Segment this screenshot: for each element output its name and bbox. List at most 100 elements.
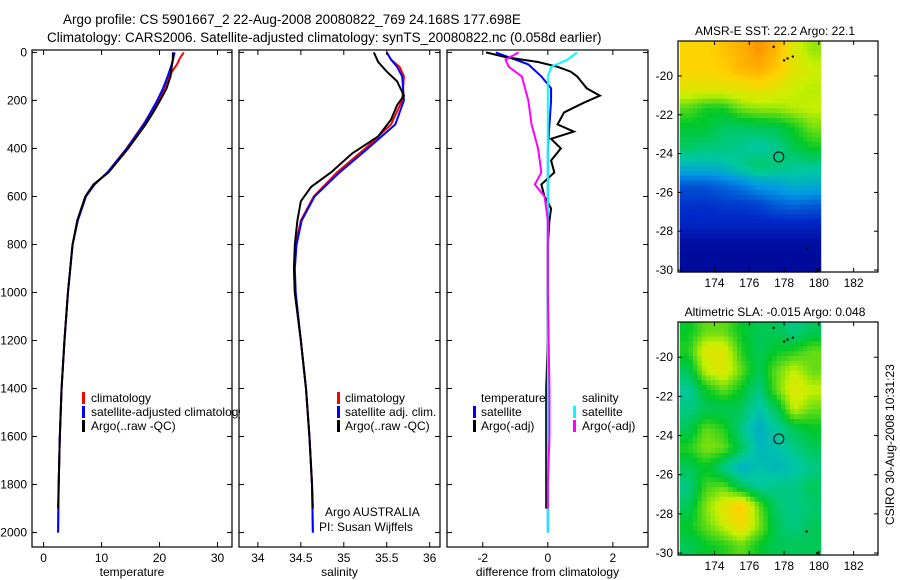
map-cell xyxy=(732,60,738,66)
salinity-legend: climatology satellite adj. clim. Argo(..… xyxy=(337,391,436,433)
map-cell xyxy=(723,341,729,347)
map-cell xyxy=(754,190,760,196)
map-cell xyxy=(776,84,782,90)
map-cell xyxy=(692,355,698,362)
map-cell xyxy=(684,545,690,551)
map-cell xyxy=(780,180,786,186)
map-cell xyxy=(794,252,800,259)
map-cell xyxy=(780,233,786,239)
map-cell xyxy=(772,346,778,352)
map-cell xyxy=(763,394,769,401)
map-cell xyxy=(736,166,742,172)
map-cell xyxy=(732,482,738,488)
map-cell xyxy=(794,355,800,362)
map-cell xyxy=(701,404,707,410)
map-cell xyxy=(803,190,809,196)
map-cell xyxy=(754,204,760,211)
map-cell xyxy=(719,365,725,372)
map-cell xyxy=(803,146,809,153)
map-cell xyxy=(807,322,813,328)
map-cell xyxy=(789,89,795,95)
map-cell xyxy=(794,511,800,517)
map-cell xyxy=(714,419,720,425)
map-cell xyxy=(745,79,751,85)
map-cell xyxy=(789,360,795,367)
map-cell xyxy=(785,525,791,532)
map-cell xyxy=(710,137,716,143)
map-frame xyxy=(677,40,879,273)
map-cell xyxy=(701,331,707,338)
map-cell xyxy=(679,257,685,263)
map-cell xyxy=(701,204,707,211)
map-cell xyxy=(816,472,822,478)
map-cell xyxy=(701,113,707,119)
map-cell xyxy=(714,142,720,148)
map-cell xyxy=(710,419,716,425)
map-cell xyxy=(807,209,813,215)
map-cell xyxy=(714,535,720,542)
map-cell xyxy=(794,322,800,328)
map-cell xyxy=(789,380,795,386)
map-cell xyxy=(688,540,694,546)
map-cell xyxy=(684,530,690,537)
map-cell xyxy=(754,69,760,76)
map-cell xyxy=(816,252,822,259)
map-cell xyxy=(803,170,809,177)
map-cell xyxy=(697,108,703,114)
map-cell xyxy=(728,142,734,148)
map-cell xyxy=(758,433,764,440)
map-cell xyxy=(794,462,800,469)
map-cell xyxy=(684,199,690,206)
map-cell xyxy=(719,170,725,177)
map-cell xyxy=(736,428,742,435)
map-cell xyxy=(763,247,769,254)
map-cell xyxy=(780,60,786,66)
map-cell xyxy=(728,355,734,362)
map-cell xyxy=(785,209,791,215)
map-cell xyxy=(706,477,712,483)
map-cell xyxy=(772,360,778,367)
map-cell xyxy=(767,491,773,498)
map-cell xyxy=(776,453,782,459)
map-cell xyxy=(745,180,751,186)
map-cell xyxy=(745,103,751,109)
map-cell xyxy=(728,252,734,259)
map-cell xyxy=(719,166,725,172)
map-cell xyxy=(741,506,747,512)
map-cell xyxy=(688,409,694,415)
map-cell xyxy=(772,477,778,483)
map-cell xyxy=(794,331,800,338)
map-cell xyxy=(723,93,729,100)
map-cell xyxy=(701,385,707,391)
map-cell xyxy=(706,521,712,527)
map-cell xyxy=(745,540,751,546)
map-cell xyxy=(750,501,756,508)
map-cell xyxy=(736,262,742,268)
map-cell xyxy=(750,482,756,488)
map-cell xyxy=(816,209,822,215)
map-cell xyxy=(772,322,778,328)
map-cell xyxy=(741,55,747,61)
map-cell xyxy=(719,137,725,143)
map-cell xyxy=(719,370,725,376)
map-cell xyxy=(701,93,707,100)
map-cell xyxy=(701,394,707,401)
map-cell xyxy=(758,423,764,430)
map-cell xyxy=(789,103,795,109)
map-cell xyxy=(706,45,712,52)
map-cell xyxy=(794,74,800,81)
map-cell xyxy=(719,118,725,124)
map-cell xyxy=(807,185,813,191)
map-cell xyxy=(811,438,817,444)
map-cell xyxy=(776,122,782,129)
map-cell xyxy=(719,199,725,206)
map-cell xyxy=(745,98,751,105)
x-tick-label: 30 xyxy=(211,551,225,565)
map-cell xyxy=(710,166,716,172)
map-cell xyxy=(741,438,747,444)
map-cell xyxy=(723,487,729,493)
map-cell xyxy=(741,50,747,57)
map-cell xyxy=(758,166,764,172)
map-cell xyxy=(794,370,800,376)
map-cell xyxy=(688,93,694,100)
